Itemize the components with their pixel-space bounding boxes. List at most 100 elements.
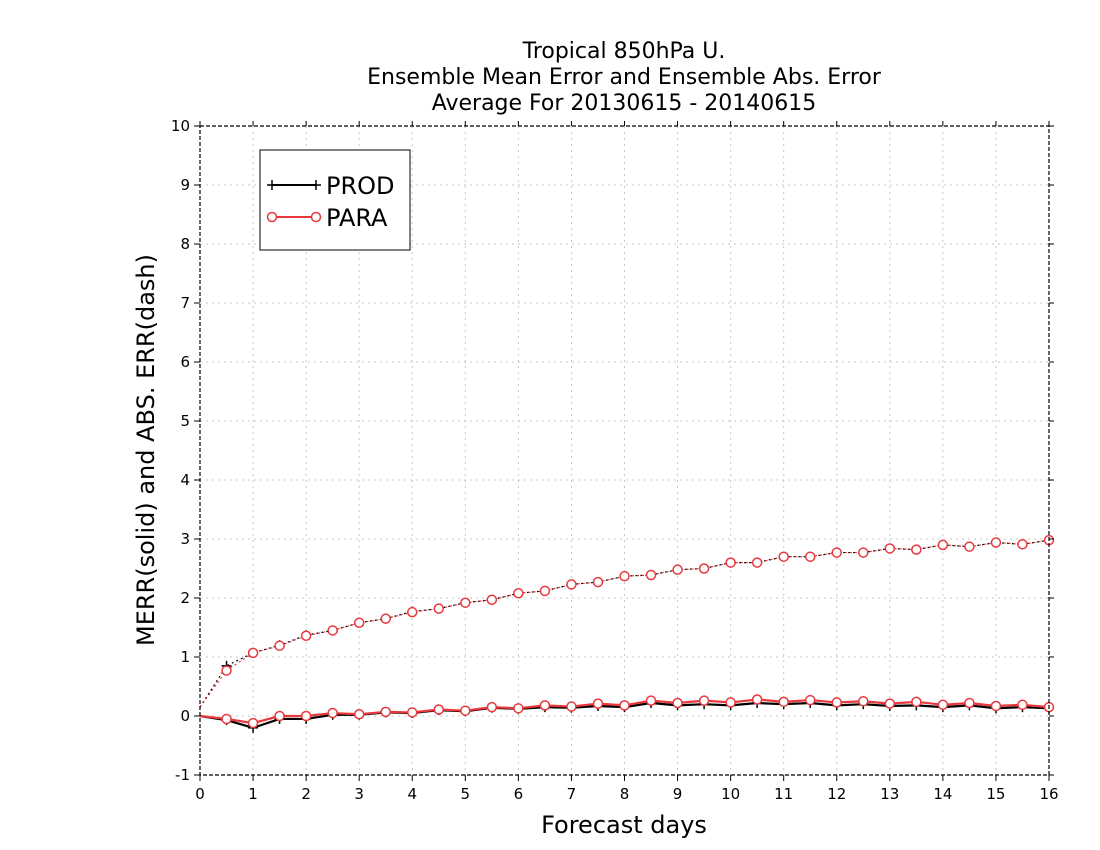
para-abs-err-point	[751, 557, 763, 568]
para-abs-err-point	[698, 563, 710, 574]
para-abs-err-point	[592, 576, 604, 588]
para-merr-point	[964, 697, 975, 709]
para-abs-err-point	[778, 551, 789, 562]
x-tick-label: 5	[461, 785, 471, 803]
para-merr-point	[247, 717, 259, 729]
y-tick-label: 2	[180, 589, 190, 607]
para-abs-err-point	[619, 570, 630, 582]
para-merr-point	[1017, 699, 1028, 711]
title-line-3: Average For 20130615 - 20140615	[432, 91, 817, 116]
y-tick-label: 1	[180, 648, 190, 666]
para-abs-err-point	[831, 547, 842, 558]
x-tick-label: 15	[986, 785, 1005, 803]
para-abs-err-point	[407, 606, 418, 618]
series-para	[199, 534, 1055, 729]
para-merr-point	[645, 695, 657, 706]
para-abs-err-point	[672, 564, 683, 575]
x-tick-label: 12	[827, 785, 846, 803]
para-abs-err-point	[513, 588, 524, 599]
x-tick-label: 2	[301, 785, 311, 803]
y-tick-label: 10	[171, 117, 190, 135]
para-abs-err-point	[725, 557, 736, 568]
para-merr-point	[460, 705, 471, 716]
x-tick-label: 3	[354, 785, 364, 803]
para-abs-err-point	[858, 547, 869, 558]
para-merr-point	[592, 698, 604, 709]
para-merr-point	[725, 697, 736, 708]
para-abs-err-point	[1017, 539, 1028, 550]
para-abs-err-point	[433, 603, 445, 614]
y-tick-label: 9	[180, 176, 190, 194]
x-tick-label: 7	[567, 785, 577, 803]
para-merr-point	[539, 700, 551, 711]
y-tick-label: 7	[180, 294, 190, 312]
para-abs-err-point	[486, 594, 498, 606]
para-merr-point	[619, 700, 630, 711]
para-abs-err-point	[804, 551, 816, 562]
para-merr-point	[327, 707, 338, 719]
para-merr-point	[698, 695, 710, 706]
para-abs-err-point	[327, 625, 338, 636]
y-tick-label: 3	[180, 530, 190, 548]
para-abs-err-point	[460, 597, 471, 608]
y-tick-label: -1	[175, 766, 190, 784]
x-tick-label: 1	[248, 785, 258, 803]
chart-title: Tropical 850hPa U. Ensemble Mean Error a…	[367, 39, 882, 116]
x-tick-label: 13	[880, 785, 899, 803]
x-tick-label: 4	[407, 785, 417, 803]
para-abs-err-point	[990, 537, 1002, 548]
x-tick-label: 9	[673, 785, 683, 803]
para-merr-point	[300, 710, 312, 722]
x-tick-label: 8	[620, 785, 630, 803]
legend: PROD PARA	[259, 149, 411, 251]
x-tick-label: 6	[514, 785, 524, 803]
y-tick-label: 0	[180, 707, 190, 725]
legend-marker-start-para	[266, 211, 278, 223]
legend-marker-end-prod	[311, 180, 321, 190]
legend-marker-end-para	[310, 211, 322, 223]
para-merr-point	[858, 696, 869, 707]
para-merr-point	[566, 701, 577, 712]
para-abs-err-point	[566, 579, 577, 590]
legend-box	[259, 149, 411, 251]
para-abs-err-point	[911, 544, 922, 555]
para-merr-point	[804, 694, 816, 706]
y-axis-label: MERR(solid) and ABS. ERR(dash)	[132, 254, 160, 646]
legend-label-para: PARA	[326, 204, 388, 232]
title-line-2: Ensemble Mean Error and Ensemble Abs. Er…	[367, 65, 882, 90]
para-merr-point	[937, 699, 949, 711]
para-merr-point	[274, 710, 285, 722]
para-merr-point	[990, 700, 1002, 712]
para-abs-err-point	[937, 539, 949, 551]
prod-abs-err-line	[199, 539, 1050, 708]
x-tick-label: 16	[1039, 785, 1058, 803]
para-merr-point	[751, 694, 763, 705]
title-line-1: Tropical 850hPa U.	[522, 39, 726, 64]
y-tick-label: 8	[180, 235, 190, 253]
para-merr-point	[778, 696, 789, 708]
para-abs-err-point	[539, 585, 551, 597]
para-merr-point	[831, 697, 842, 708]
x-tick-label: 11	[774, 785, 793, 803]
para-abs-err-point	[645, 569, 657, 581]
para-abs-err-point	[380, 613, 391, 624]
y-tick-label: 6	[180, 353, 190, 371]
para-abs-err-point	[221, 665, 232, 676]
para-abs-err-point	[884, 543, 896, 554]
para-abs-err-point	[300, 630, 312, 642]
para-merr-point	[353, 708, 365, 720]
para-merr-point	[407, 707, 418, 718]
x-axis-label: Forecast days	[541, 811, 707, 839]
series-layer	[199, 534, 1055, 733]
x-tick-label: 10	[721, 785, 740, 803]
x-tick-label: 0	[195, 785, 205, 803]
para-abs-err-point	[353, 617, 365, 629]
para-merr-point	[513, 703, 524, 714]
legend-marker-start-prod	[267, 180, 277, 190]
para-merr-point	[221, 713, 232, 725]
y-tick-label: 5	[180, 412, 190, 430]
y-tick-label: 4	[180, 471, 190, 489]
para-merr-point	[672, 697, 683, 709]
